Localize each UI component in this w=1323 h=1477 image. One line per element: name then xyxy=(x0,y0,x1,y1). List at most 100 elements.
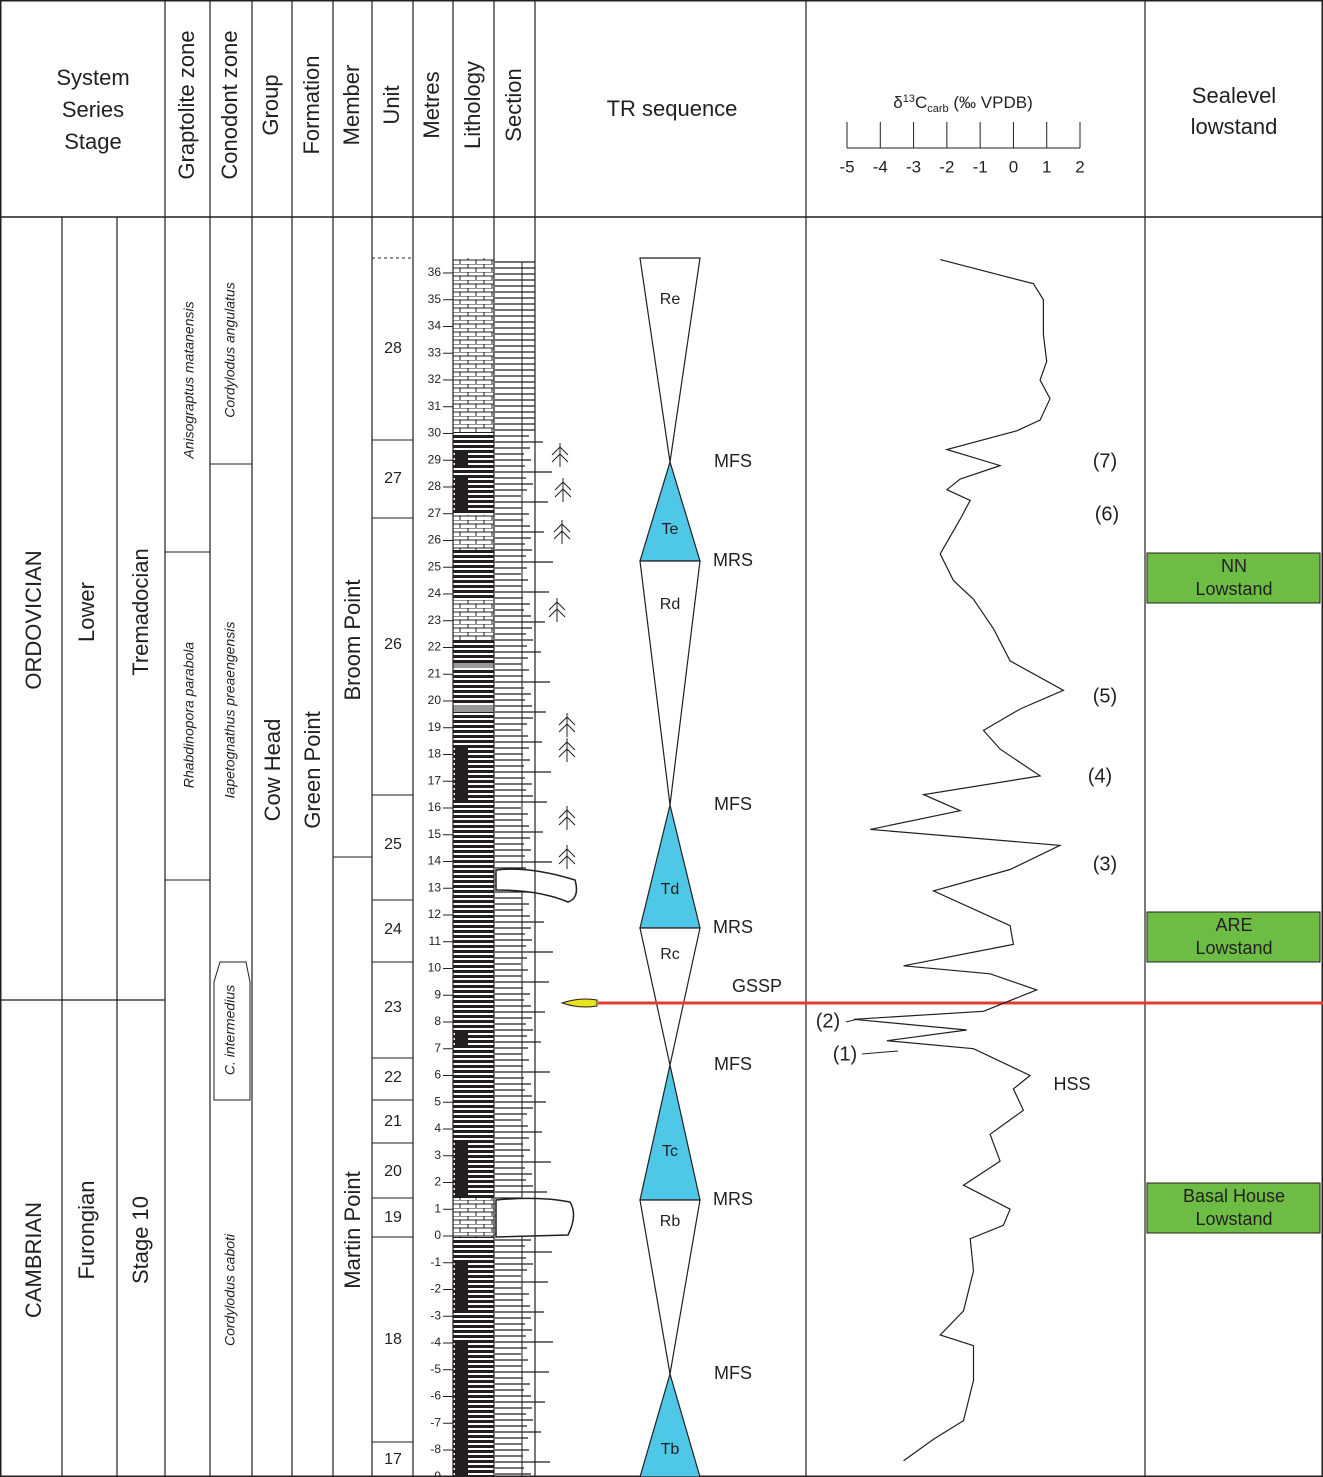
regressive-triangle xyxy=(640,258,700,462)
header: TR sequence xyxy=(607,96,738,121)
lithology-dark xyxy=(455,1262,468,1312)
sequence-label: Re xyxy=(660,291,681,308)
unit-label: 18 xyxy=(384,1331,402,1348)
header: Group xyxy=(258,74,283,135)
header: Graptolite zone xyxy=(174,30,199,179)
depth-tick-label: 25 xyxy=(428,559,442,573)
lithology-dark xyxy=(455,478,468,512)
lithology-grey xyxy=(453,663,494,668)
member-label: Broom Point xyxy=(340,579,365,700)
depth-tick-label: 30 xyxy=(428,426,442,440)
unit-label: 26 xyxy=(384,636,402,653)
depth-tick-label: 22 xyxy=(428,640,442,654)
sequence-label: Tb xyxy=(661,1441,680,1458)
sequence-label: Tc xyxy=(662,1143,678,1160)
depth-tick-label: 5 xyxy=(434,1094,441,1108)
surface-label: MRS xyxy=(713,917,753,937)
header: System xyxy=(56,65,129,90)
x-tick-label: 0 xyxy=(1009,157,1018,176)
x-tick-label: -1 xyxy=(973,157,988,176)
depth-tick-label: 19 xyxy=(428,720,442,734)
depth-tick-label: 17 xyxy=(428,773,442,787)
depth-tick-label: 8 xyxy=(434,1014,441,1028)
lowstand-label: NN xyxy=(1221,556,1247,576)
unit-label: 27 xyxy=(384,470,402,487)
fossil-symbol xyxy=(559,738,575,762)
transgressive-triangle xyxy=(640,1065,700,1200)
depth-tick-label: 28 xyxy=(428,479,442,493)
surface-label: MRS xyxy=(713,1189,753,1209)
event-label: (4) xyxy=(1088,765,1112,787)
depth-tick-label: 4 xyxy=(434,1121,441,1135)
depth-tick-label: 11 xyxy=(429,934,442,948)
isotope-curve xyxy=(854,260,1064,1461)
depth-tick-label: 18 xyxy=(428,747,442,761)
series-label: Lower xyxy=(74,582,99,642)
lithology-limestone xyxy=(453,600,494,640)
system-label: CAMBRIAN xyxy=(21,1202,46,1318)
depth-tick-label: 24 xyxy=(428,586,442,600)
x-tick-label: 2 xyxy=(1075,157,1084,176)
fossil-symbol xyxy=(559,713,575,737)
system-label: ORDOVICIAN xyxy=(21,550,46,689)
surface-label: MRS xyxy=(713,550,753,570)
isotope-header-part: 13 xyxy=(903,93,915,105)
surface-label: MFS xyxy=(714,451,752,471)
fossil-symbol xyxy=(554,520,570,544)
unit-label: 21 xyxy=(384,1113,402,1130)
gssp-marker xyxy=(562,999,597,1007)
header: lowstand xyxy=(1191,114,1278,139)
unit-label: 24 xyxy=(384,921,402,938)
lithology-dark xyxy=(455,745,468,800)
fossil-symbol xyxy=(549,598,565,622)
sequence-label: Rb xyxy=(660,1213,681,1230)
lowstand-label: Lowstand xyxy=(1195,938,1272,958)
sequence-label: Rc xyxy=(660,946,680,963)
header: Section xyxy=(501,68,526,141)
transgressive-triangle xyxy=(640,805,700,928)
depth-tick-label: 9 xyxy=(434,987,441,1001)
depth-tick-label: -8 xyxy=(430,1442,441,1456)
rule xyxy=(862,1051,898,1054)
graptolite-zone: Anisograptus matanensis xyxy=(181,301,197,459)
lithology-dark xyxy=(455,1030,468,1045)
fossil-symbol xyxy=(555,478,571,502)
graptolite-zone: Rhabdinopora parabola xyxy=(181,642,197,789)
header: Sealevel xyxy=(1192,83,1276,108)
depth-tick-label: 0 xyxy=(434,1228,441,1242)
stage-label: Stage 10 xyxy=(128,1196,153,1284)
depth-tick-label: 29 xyxy=(428,452,442,466)
depth-tick-label: -7 xyxy=(430,1415,441,1429)
header: Stage xyxy=(64,129,122,154)
lithology-grey xyxy=(453,705,494,712)
depth-tick-label: 21 xyxy=(428,666,442,680)
depth-tick-label: 36 xyxy=(428,265,442,279)
unit-label: 20 xyxy=(384,1163,402,1180)
header: Lithology xyxy=(460,61,485,149)
depth-tick-label: 6 xyxy=(434,1068,441,1082)
depth-tick-label: -3 xyxy=(430,1308,441,1322)
event-label: (1) xyxy=(833,1043,857,1065)
depth-tick-label: 34 xyxy=(428,319,442,333)
event-label: (7) xyxy=(1093,450,1117,472)
transgressive-triangle xyxy=(640,1374,700,1477)
sequence-label: Rd xyxy=(660,596,680,613)
x-tick-label: -5 xyxy=(839,157,854,176)
event-label: (3) xyxy=(1093,853,1117,875)
lithology-dark xyxy=(455,1340,468,1477)
lithology-dark xyxy=(455,453,468,466)
conodont-zone: Cordylodus caboti xyxy=(222,1233,238,1346)
lithology-limestone xyxy=(453,258,494,432)
isotope-header-part: carb xyxy=(927,103,948,115)
event-label: (6) xyxy=(1095,503,1119,525)
depth-tick-label: 33 xyxy=(428,345,442,359)
isotope-header: δ13Ccarb (‰ VPDB) xyxy=(893,93,1032,115)
surface-label: MFS xyxy=(714,1363,752,1383)
depth-tick-label: 32 xyxy=(428,372,442,386)
conodont-zone: Cordylodus angulatus xyxy=(222,282,238,417)
header: Conodont zone xyxy=(217,30,242,179)
depth-tick-label: 27 xyxy=(428,506,442,520)
event-label: (2) xyxy=(816,1010,840,1032)
sequence-label: Te xyxy=(662,521,679,538)
depth-tick-label: 14 xyxy=(428,854,442,868)
